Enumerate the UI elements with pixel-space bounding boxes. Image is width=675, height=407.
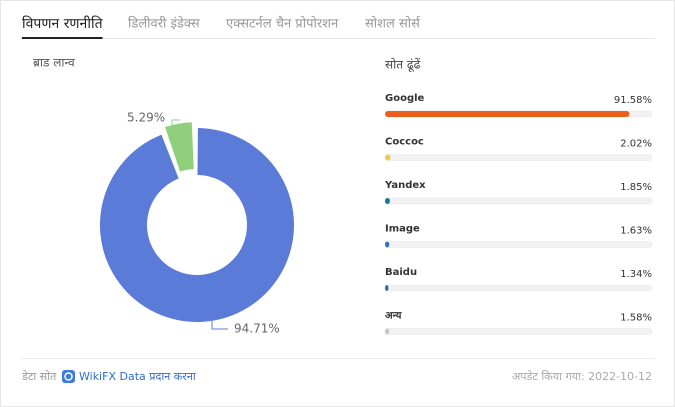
donut-segment bbox=[165, 122, 194, 172]
bar-track bbox=[384, 328, 653, 335]
tab[interactable]: एक्सटर्नल चैन प्रोपोरशन bbox=[226, 16, 339, 32]
tab[interactable]: विपणन रणनीति bbox=[22, 15, 104, 32]
bar-track bbox=[384, 154, 653, 161]
source-name: Yandex bbox=[384, 180, 426, 191]
wikifx-icon bbox=[62, 370, 75, 383]
tab[interactable]: सोशल सोर्स bbox=[365, 16, 421, 32]
bar-track bbox=[384, 197, 653, 205]
source-value: 1.63% bbox=[620, 226, 652, 237]
source-value: 1.85% bbox=[620, 182, 652, 193]
wikifx-icon-mark bbox=[64, 372, 73, 381]
bar bbox=[385, 241, 390, 248]
bar bbox=[385, 285, 389, 291]
bar-track bbox=[384, 241, 653, 248]
updated-date: अपडेट किया गया: 2022-10-12 bbox=[512, 370, 652, 383]
source-value: 2.02% bbox=[620, 139, 652, 150]
source-name: अन्य bbox=[385, 311, 403, 322]
source-name: Image bbox=[385, 224, 420, 235]
tab[interactable]: डिलीवरी इंडेक्स bbox=[128, 16, 200, 32]
source-value: 91.58% bbox=[614, 95, 652, 106]
leader-line bbox=[211, 318, 228, 330]
bar bbox=[385, 328, 390, 335]
bar-track bbox=[384, 284, 653, 292]
bar bbox=[385, 111, 630, 117]
source-value: 1.34% bbox=[620, 269, 652, 280]
source-value: 1.58% bbox=[620, 313, 652, 324]
bar bbox=[385, 198, 390, 204]
sources-title: सोत ढूंढें bbox=[385, 58, 421, 73]
source-name: Google bbox=[385, 93, 425, 104]
bar bbox=[385, 154, 391, 161]
donut-title: ब्राड लान्व bbox=[33, 56, 75, 70]
donut-label: 94.71% bbox=[234, 322, 280, 336]
source-name: Coccoc bbox=[385, 137, 424, 148]
source-name: Baidu bbox=[385, 267, 417, 278]
donut-segment bbox=[99, 128, 294, 322]
donut-label: 5.29% bbox=[127, 111, 165, 125]
source-label: डेटा सोत bbox=[21, 370, 57, 383]
source-link[interactable]: WikiFX Data प्रदान करना bbox=[79, 370, 196, 383]
leader-line bbox=[166, 119, 180, 128]
